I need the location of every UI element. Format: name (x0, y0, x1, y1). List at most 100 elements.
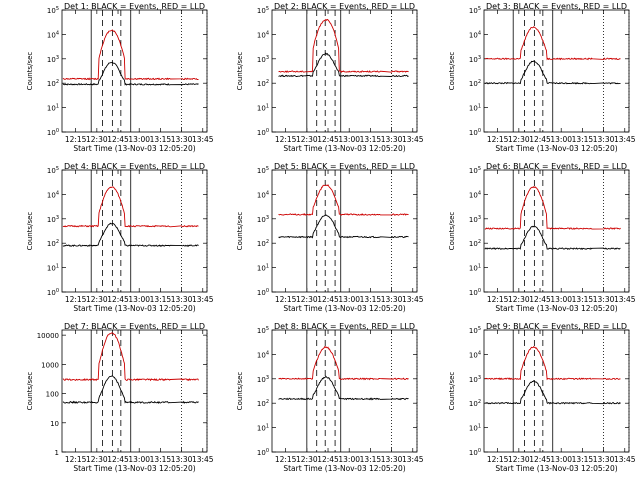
x-tick-label: 13:15 (360, 295, 382, 304)
y-tick-label: 102 (469, 239, 481, 248)
series-events (278, 375, 409, 401)
series-lld (62, 332, 199, 382)
x-tick-label: 12:45 (317, 135, 339, 144)
y-tick-label: 101 (469, 264, 481, 273)
y-tick-label: 103 (47, 55, 59, 64)
y-tick-label: 103 (47, 215, 59, 224)
x-tick-label: 13:30 (381, 295, 403, 304)
panel-title: Det 7: BLACK = Events, RED = LLD (64, 322, 205, 331)
y-tick-label: 105 (257, 6, 269, 15)
x-tick-label: 12:15 (487, 135, 509, 144)
x-tick-label: 13:00 (338, 295, 360, 304)
panel-title: Det 6: BLACK = Events, RED = LLD (486, 162, 627, 171)
y-tick-label: 102 (257, 239, 269, 248)
x-tick-label: 13:45 (192, 295, 214, 304)
x-tick-label: 12:15 (65, 135, 87, 144)
y-tick-label: 102 (257, 399, 269, 408)
x-axis-label: Start Time (13-Nov-03 12:05:20) (495, 304, 617, 313)
x-tick-label: 13:15 (360, 135, 382, 144)
x-tick-label: 13:30 (593, 295, 615, 304)
y-tick-label: 101 (469, 424, 481, 433)
y-tick-label: 104 (257, 190, 269, 199)
x-tick-label: 13:15 (572, 135, 594, 144)
x-tick-label: 13:15 (572, 455, 594, 464)
x-tick-label: 12:30 (508, 295, 530, 304)
series-events (484, 380, 621, 405)
x-tick-label: 13:30 (593, 135, 615, 144)
axes-frame (61, 329, 208, 453)
x-tick-label: 12:30 (86, 455, 108, 464)
x-tick-label: 12:30 (508, 455, 530, 464)
y-tick-label: 100 (47, 128, 59, 137)
axes-frame (61, 169, 208, 293)
series-lld (484, 26, 621, 61)
x-tick-label: 12:30 (86, 295, 108, 304)
x-tick-label: 12:30 (296, 455, 318, 464)
x-axis-label: Start Time (13-Nov-03 12:05:20) (283, 464, 405, 473)
x-tick-label: 13:00 (128, 455, 150, 464)
x-tick-label: 13:30 (593, 455, 615, 464)
x-tick-label: 13:45 (614, 455, 636, 464)
y-tick-label: 100 (469, 288, 481, 297)
y-axis-label: Counts/sec (26, 372, 34, 411)
series-events (62, 222, 199, 247)
panel-title: Det 1: BLACK = Events, RED = LLD (64, 2, 205, 11)
y-axis-label: Counts/sec (448, 372, 456, 411)
x-tick-label: 13:45 (192, 135, 214, 144)
x-tick-label: 12:15 (487, 455, 509, 464)
panel-det-8: Det 8: BLACK = Events, RED = LLD 100 101 10… (236, 322, 424, 473)
y-tick-label: 105 (257, 166, 269, 175)
panel-det-2: Det 2: BLACK = Events, RED = LLD 100 101 10… (236, 2, 424, 153)
x-tick-label: 13:45 (402, 135, 424, 144)
y-tick-label: 103 (469, 215, 481, 224)
panel-det-1: Det 1: BLACK = Events, RED = LLD 100 101 10… (26, 2, 214, 153)
series-lld (484, 345, 621, 381)
y-tick-label: 100 (257, 288, 269, 297)
y-tick-label: 102 (47, 79, 59, 88)
x-tick-label: 13:30 (381, 135, 403, 144)
panel-det-7: Det 7: BLACK = Events, RED = LLD 1 10 100 10… (26, 322, 214, 473)
series-events (62, 61, 199, 86)
x-tick-label: 13:45 (402, 295, 424, 304)
y-tick-label: 102 (257, 79, 269, 88)
x-tick-label: 13:15 (150, 135, 172, 144)
x-tick-label: 13:00 (550, 135, 572, 144)
y-tick-label: 105 (469, 166, 481, 175)
x-tick-label: 12:30 (86, 135, 108, 144)
x-tick-label: 12:15 (65, 295, 87, 304)
x-tick-label: 13:15 (360, 455, 382, 464)
x-tick-label: 13:00 (338, 455, 360, 464)
y-axis-label: Counts/sec (448, 212, 456, 251)
x-tick-label: 13:30 (381, 455, 403, 464)
x-tick-label: 12:15 (487, 295, 509, 304)
axes-frame (61, 9, 208, 133)
x-tick-label: 12:30 (508, 135, 530, 144)
panel-title: Det 9: BLACK = Events, RED = LLD (486, 322, 627, 331)
x-tick-label: 12:45 (529, 135, 551, 144)
series-events (484, 225, 621, 250)
y-tick-label: 101 (47, 264, 59, 273)
axes-frame (483, 9, 630, 133)
x-tick-label: 12:45 (107, 455, 129, 464)
x-tick-label: 12:15 (275, 135, 297, 144)
series-events (484, 60, 621, 85)
y-tick-label: 100 (469, 128, 481, 137)
series-lld (278, 184, 409, 216)
x-tick-label: 13:00 (550, 295, 572, 304)
x-tick-label: 13:00 (338, 135, 360, 144)
y-tick-label: 100 (257, 448, 269, 457)
x-axis-label: Start Time (13-Nov-03 12:05:20) (73, 464, 195, 473)
panel-title: Det 5: BLACK = Events, RED = LLD (274, 162, 415, 171)
x-axis-label: Start Time (13-Nov-03 12:05:20) (73, 144, 195, 153)
y-tick-label: 10 (50, 420, 59, 428)
x-tick-label: 12:45 (107, 135, 129, 144)
y-tick-label: 101 (257, 104, 269, 113)
x-tick-label: 12:15 (275, 295, 297, 304)
x-axis-label: Start Time (13-Nov-03 12:05:20) (283, 144, 405, 153)
y-tick-label: 104 (469, 350, 481, 359)
axes-frame (483, 329, 630, 453)
y-tick-label: 102 (469, 79, 481, 88)
panel-det-3: Det 3: BLACK = Events, RED = LLD 100 101 10… (448, 2, 636, 153)
panel-det-9: Det 9: BLACK = Events, RED = LLD 100 101 10… (448, 322, 636, 473)
